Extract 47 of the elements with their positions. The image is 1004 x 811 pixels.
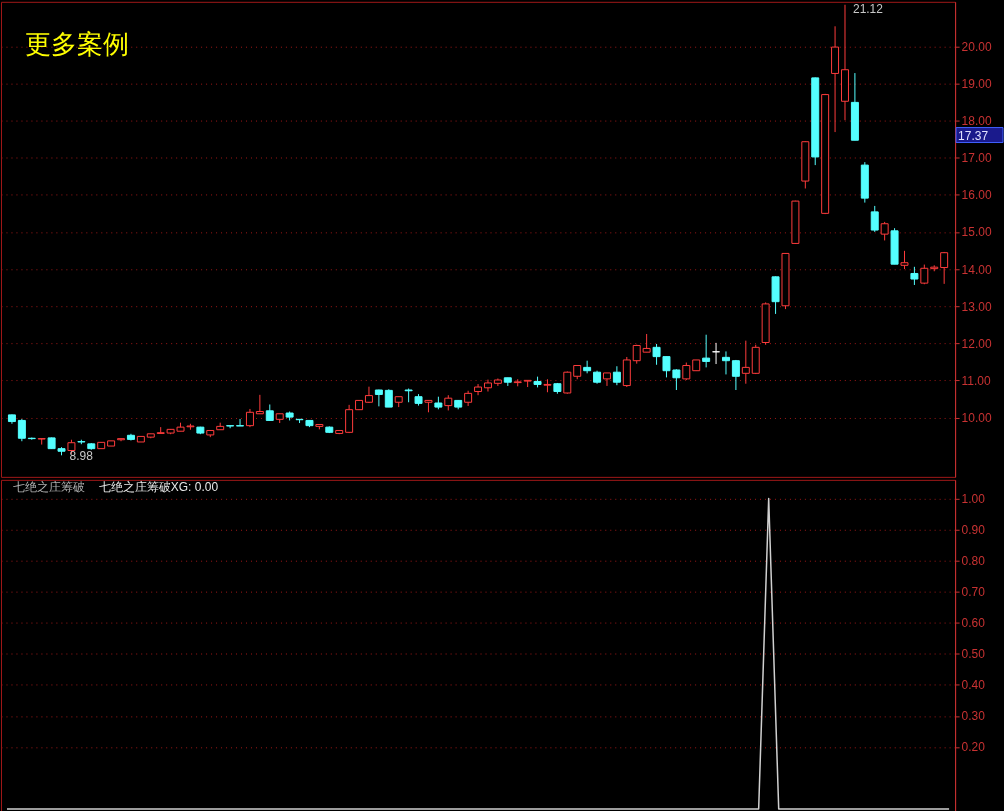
candlestick (563, 370, 572, 395)
candlestick (245, 408, 254, 428)
chart-title: 七绝之庄筹破 (12, 479, 85, 494)
candlestick (474, 383, 483, 396)
text: 17.37 (958, 128, 989, 143)
candlestick (583, 360, 592, 374)
y-tick-label: 12.00 (961, 336, 992, 351)
y-tick-label: 20.00 (961, 39, 992, 54)
y-tick-label: 11.00 (961, 373, 991, 388)
candlestick (255, 394, 264, 415)
candlestick (741, 340, 750, 385)
y-tick-label: 0.20 (961, 740, 986, 755)
candlestick (721, 350, 730, 375)
y-tick-label: 13.00 (961, 299, 992, 314)
candlestick (236, 418, 245, 427)
candlestick (374, 389, 383, 407)
text: 更多案例 (24, 29, 129, 58)
candlestick (364, 386, 373, 404)
y-tick-label: 0.90 (961, 523, 986, 538)
annotation: 七绝之庄筹破XG: 0.00 (98, 479, 219, 494)
y-tick-label: 17.00 (961, 151, 992, 166)
y-tick-label: 1.00 (961, 491, 986, 506)
y-tick-label: 0.50 (961, 647, 986, 662)
y-tick-label: 0.30 (961, 709, 986, 724)
candlestick (17, 418, 26, 442)
candlestick (731, 359, 740, 391)
y-tick-label: 18.00 (961, 114, 992, 129)
y-tick-label: 0.70 (961, 585, 986, 600)
y-tick-label: 19.00 (961, 76, 992, 91)
y-tick-label: 15.00 (961, 225, 992, 240)
y-tick-label: 0.80 (961, 554, 986, 569)
y-tick-label: 0.40 (961, 678, 986, 693)
y-tick-label: 16.00 (961, 188, 992, 203)
candlestick (702, 334, 711, 368)
annotation: 21.12 (852, 1, 884, 16)
candlestick (880, 221, 889, 241)
candlestick (345, 404, 354, 434)
candlestick (940, 251, 949, 285)
annotation: 8.98 (69, 449, 94, 464)
candlestick (900, 250, 909, 270)
y-tick-label: 14.00 (961, 262, 992, 277)
candlestick (910, 266, 919, 286)
y-tick-label: 10.00 (961, 410, 992, 425)
candlestick (602, 372, 611, 387)
candlestick (612, 365, 621, 386)
candlestick (870, 205, 879, 233)
y-tick-label: 0.60 (961, 616, 986, 631)
